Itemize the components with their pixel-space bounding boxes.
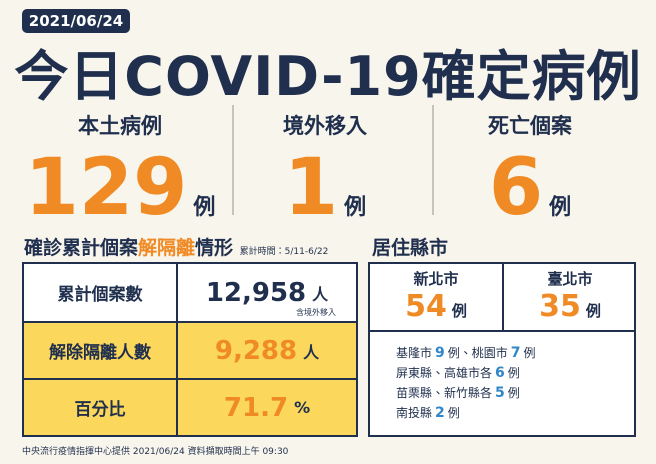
stat-number: 129 例	[20, 140, 220, 256]
count: 9	[435, 345, 445, 361]
value: 12,958	[205, 277, 307, 308]
row-value: 9,288 人	[178, 323, 356, 378]
highlight: 解隔離	[138, 237, 196, 259]
stat: 境外移入 1 例	[225, 110, 425, 256]
county-line: 南投縣 2 例	[396, 404, 460, 421]
text: 例	[507, 386, 520, 400]
text: 例、桃園市	[447, 346, 508, 360]
counties-box: 新北市 54 例臺北市 35 例基隆市 9 例、桃園市 7 例屏東縣、高雄市各 6 例苗栗縣、新竹縣…	[368, 262, 636, 437]
text: 例	[447, 406, 460, 420]
value: 71.7	[223, 392, 289, 423]
county-line: 苗栗縣、新竹縣各 5 例	[396, 384, 520, 401]
row-value: 71.7%	[178, 380, 356, 435]
value: 35	[539, 289, 581, 324]
value: 6	[488, 143, 544, 233]
text: 苗栗縣、新竹縣各	[396, 386, 493, 400]
section-title: 居住縣市	[372, 237, 449, 259]
unit: 人	[312, 284, 329, 304]
section-title: 確診累計個案解隔離情形 累計時間：5/11-6/22	[24, 233, 328, 260]
cumulative-table: 累計個案數 12,958 人含境外移入 解除隔離人數 9,288 人百分比 71.7%	[22, 262, 358, 437]
county-line: 基隆市 9 例、桃園市 7 例	[396, 344, 536, 361]
text: 例	[507, 366, 520, 380]
table-row: 百分比 71.7%	[24, 378, 356, 435]
county-line: 屏東縣、高雄市各 6 例	[396, 364, 520, 381]
date-tag: 2021/06/24	[22, 9, 130, 33]
table-row: 累計個案數 12,958 人含境外移入	[24, 264, 356, 321]
county-count: 35 例	[504, 289, 636, 324]
county-count: 54 例	[370, 289, 502, 324]
divider	[502, 264, 504, 330]
divider	[232, 105, 234, 215]
unit: 例	[344, 195, 367, 220]
county-cell: 新北市 54 例	[370, 264, 502, 330]
count: 2	[435, 405, 445, 421]
row-label: 累計個案數	[24, 264, 178, 321]
divider	[432, 105, 434, 215]
count: 6	[495, 365, 505, 381]
stat: 死亡個案 6 例	[430, 110, 630, 256]
unit: 例	[585, 302, 601, 320]
stat-label: 死亡個案	[488, 114, 572, 138]
unit: 例	[193, 195, 216, 220]
county-name: 新北市	[413, 270, 459, 288]
text: 確診累計個案	[24, 237, 139, 259]
text: 例	[523, 346, 536, 360]
county-cell: 臺北市 35 例	[504, 264, 636, 330]
title: 今日COVID-19確定病例	[14, 45, 642, 108]
note: 含境外移入	[296, 308, 336, 317]
stat-label: 本土病例	[78, 114, 162, 138]
period: 累計時間：5/11-6/22	[239, 247, 329, 257]
value: 54	[405, 289, 447, 324]
stat-label: 境外移入	[283, 114, 367, 138]
unit: 例	[451, 302, 467, 320]
text: 基隆市	[396, 346, 433, 360]
text: 情形	[195, 237, 234, 259]
table-row: 解除隔離人數 9,288 人	[24, 321, 356, 378]
text: 屏東縣、高雄市各	[396, 366, 493, 380]
count: 7	[510, 345, 521, 361]
footer: 中央流行疫情指揮中心提供 2021/06/24 資料擷取時間上午 09:30	[22, 447, 289, 457]
row-label: 解除隔離人數	[24, 323, 178, 378]
unit: %	[294, 398, 311, 417]
value: 129	[24, 143, 188, 233]
unit: 例	[549, 195, 572, 220]
row-label: 百分比	[24, 380, 178, 435]
value: 1	[283, 143, 339, 233]
value: 9,288	[214, 335, 298, 366]
text: 南投縣	[396, 406, 433, 420]
row-value: 12,958 人含境外移入	[178, 264, 356, 321]
unit: 人	[303, 342, 320, 362]
divider	[370, 330, 634, 332]
county-name: 臺北市	[547, 270, 593, 288]
count: 5	[495, 385, 505, 401]
stat: 本土病例 129 例	[20, 110, 220, 256]
